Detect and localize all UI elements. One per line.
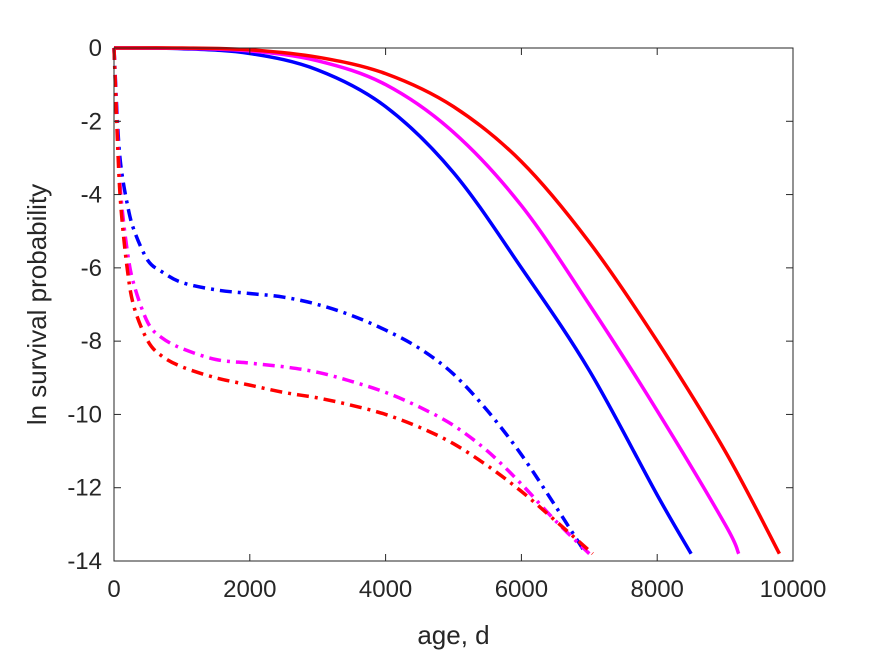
- axis-box: [113, 47, 794, 562]
- y-tick-label: -2: [81, 108, 102, 135]
- y-tick-label: -4: [81, 182, 102, 209]
- y-tick-label: -6: [81, 255, 102, 282]
- x-tick-label: 4000: [359, 576, 412, 603]
- x-tick-label: 0: [107, 576, 120, 603]
- plot-area: [112, 46, 781, 556]
- x-tick-label: 6000: [495, 576, 548, 603]
- x-tick-label: 10000: [760, 576, 827, 603]
- series-line-6: [112, 47, 594, 556]
- x-tick-label: 2000: [223, 576, 276, 603]
- y-axis-label: ln survival probability: [22, 184, 52, 425]
- x-axis-label: age, d: [417, 620, 489, 650]
- series-line-4: [112, 47, 588, 555]
- series-line-2: [113, 46, 741, 555]
- series-line-5: [112, 47, 591, 555]
- series-line-3: [113, 46, 781, 555]
- y-tick-label: -12: [67, 475, 102, 502]
- y-tick-label: 0: [89, 35, 102, 62]
- y-tick-label: -14: [67, 548, 102, 575]
- x-tick-label: 8000: [631, 576, 684, 603]
- series-line-1: [113, 46, 693, 555]
- y-tick-label: -10: [67, 401, 102, 428]
- y-tick-label: -8: [81, 328, 102, 355]
- axis-ticks: 0 2000 4000 6000 8000 10000 0 -2 -4 -6 -8 -10 -12 -14: [67, 35, 826, 603]
